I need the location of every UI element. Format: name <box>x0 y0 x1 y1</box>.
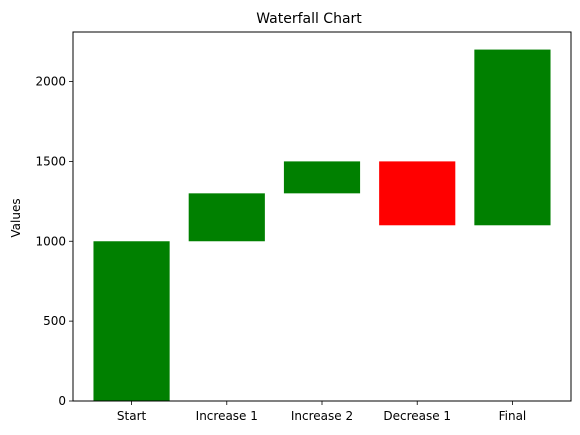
bar-decrease-1 <box>379 161 456 226</box>
bar-increase-1 <box>188 193 265 242</box>
x-tick-label-decrease-1: Decrease 1 <box>383 409 451 423</box>
plot-frame <box>72 31 572 402</box>
x-tick-label-increase-1: Increase 1 <box>196 409 258 423</box>
y-tick-label-1000: 1000 <box>35 234 66 248</box>
y-axis-label: Values <box>9 198 23 237</box>
bar-final <box>474 49 551 226</box>
x-axis-ticks: Start Increase 1 Increase 2 Decrease 1 Final <box>117 401 526 423</box>
bar-increase-2 <box>283 161 361 194</box>
x-tick-label-increase-2: Increase 2 <box>291 409 353 423</box>
y-tick-label-2000: 2000 <box>35 75 66 89</box>
y-tick-label-1500: 1500 <box>35 154 66 168</box>
bars-group <box>93 49 551 401</box>
chart-title: Waterfall Chart <box>256 11 362 27</box>
y-tick-label-0: 0 <box>58 394 66 408</box>
y-tick-label-500: 500 <box>43 314 66 328</box>
bar-start <box>93 241 170 401</box>
x-tick-label-final: Final <box>499 409 527 423</box>
x-tick-label-start: Start <box>117 409 147 423</box>
y-axis-ticks: 0 500 1000 1500 2000 <box>35 75 73 408</box>
